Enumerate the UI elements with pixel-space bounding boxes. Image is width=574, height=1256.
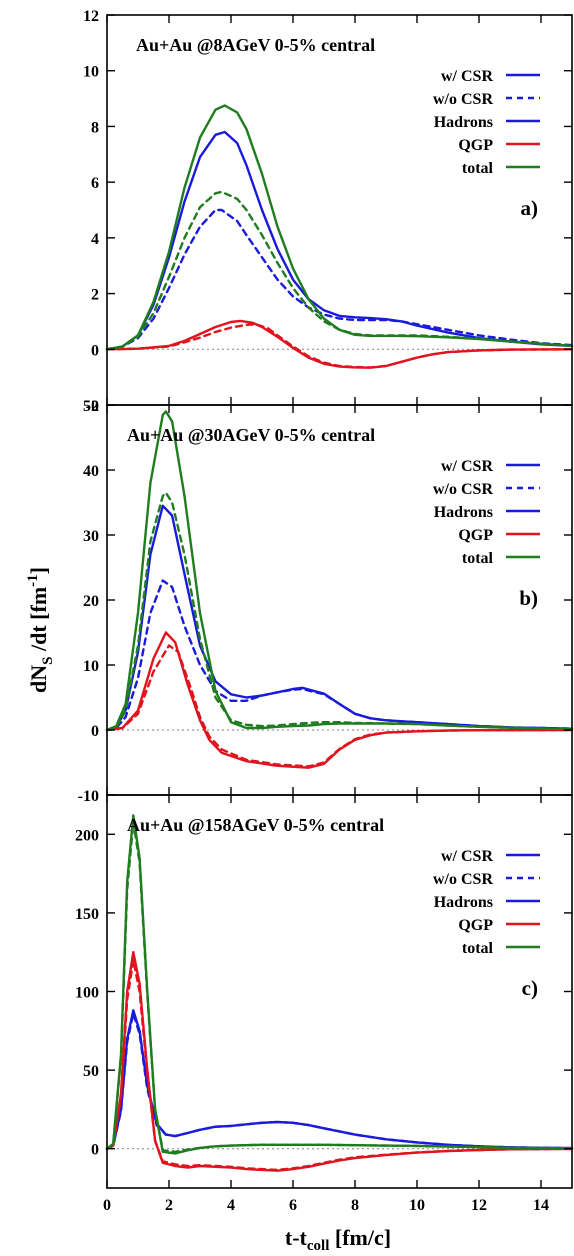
x-tick-label: 0 (103, 1197, 111, 1214)
series-line-hadrons-w-csr (105, 1009, 574, 1150)
panel-title: Au+Au @8AGeV 0-5% central (136, 35, 375, 55)
y-tick-label: 50 (83, 1063, 99, 1080)
legend-label: QGP (458, 917, 493, 934)
series-line-total-wo-csr (105, 491, 574, 732)
y-tick-label: 4 (91, 231, 99, 248)
series-line-qgp-wo-csr (105, 644, 574, 768)
x-tick-label: 6 (289, 1197, 297, 1214)
y-axis-title-main: dN (26, 665, 51, 693)
legend-label: total (462, 940, 494, 957)
y-axis-title-end: ] (26, 567, 51, 574)
x-axis-title-main: t-t (285, 1225, 308, 1250)
x-axis-title-sub: coll (307, 1238, 330, 1251)
panel-label: c) (522, 976, 538, 1000)
x-tick-label: 2 (165, 1197, 173, 1214)
legend-label: QGP (458, 137, 493, 154)
y-tick-label: 8 (91, 119, 99, 136)
x-axis-title-unit: [fm/c] (329, 1225, 391, 1250)
y-tick-label: 10 (83, 658, 99, 675)
series-line-total-w-csr (105, 814, 574, 1155)
series-line-hadrons-wo-csr (105, 579, 574, 732)
y-tick-label: 40 (83, 463, 99, 480)
legend-label: Hadrons (434, 504, 493, 521)
x-tick-label: 12 (471, 1197, 487, 1214)
chart-panel-3: 0 50 100 150 200 0 2 4 6 8 10 12 14 Au+Au @158AGeV 0-… (75, 794, 574, 1214)
legend-label: total (462, 550, 494, 567)
y-tick-label: 50 (83, 398, 99, 415)
series-line-hadrons-wo-csr (105, 1012, 574, 1150)
legend-label: Hadrons (434, 114, 493, 131)
y-tick-label: 0 (91, 342, 99, 359)
y-tick-label: -2 (86, 398, 99, 415)
y-axis-title: dNS /dt [fm-1] (25, 567, 56, 693)
y-tick-label: 30 (83, 528, 99, 545)
y-tick-label: 0 (91, 1142, 99, 1159)
y-tick-label: 6 (91, 175, 99, 192)
chart-panel-2: -10 0 10 20 30 40 50 Au+Au @30AGeV 0-5% central… (78, 398, 574, 805)
plot-frame (106, 14, 573, 406)
y-tick-label: 200 (75, 827, 99, 844)
y-axis-title-sub: S (40, 657, 56, 665)
y-tick-label: 20 (83, 593, 99, 610)
y-tick-label: 100 (75, 985, 99, 1002)
x-tick-label: 10 (409, 1197, 425, 1214)
y-tick-label: 0 (91, 723, 99, 740)
series-line-total-wo-csr (105, 820, 574, 1153)
y-tick-label: 12 (83, 8, 99, 25)
series-line-qgp-w-csr (105, 951, 574, 1172)
series-line-qgp-wo-csr (105, 958, 574, 1172)
y-tick-label: 150 (75, 906, 99, 923)
legend-label: w/o CSR (433, 481, 493, 498)
panel-title: Au+Au @30AGeV 0-5% central (127, 425, 375, 445)
series-line-qgp-wo-csr (105, 323, 574, 369)
x-tick-label: 14 (533, 1197, 549, 1214)
y-axis-title-sup: -1 (25, 574, 41, 587)
series-line-qgp-w-csr (105, 631, 574, 769)
series-line-hadrons-w-csr (105, 504, 574, 732)
panel-label: b) (519, 586, 538, 610)
x-tick-label: 4 (227, 1197, 235, 1214)
y-tick-label: 10 (83, 64, 99, 81)
x-tick-label: 8 (351, 1197, 359, 1214)
series-line-total-w-csr (105, 410, 574, 732)
plot-frame (106, 794, 573, 1189)
legend-label: total (462, 160, 494, 177)
legend-label: w/o CSR (433, 91, 493, 108)
x-axis-title: t-tcoll [fm/c] (285, 1225, 391, 1251)
legend-label: w/ CSR (441, 68, 493, 85)
series-line-hadrons-w-csr (105, 130, 574, 351)
legend-label: QGP (458, 527, 493, 544)
series-line-hadrons-wo-csr (105, 208, 574, 351)
y-tick-label: 2 (91, 287, 99, 304)
legend-label: w/o CSR (433, 871, 493, 888)
panel-title: Au+Au @158AGeV 0-5% central (127, 815, 384, 835)
panel-label: a) (521, 196, 539, 220)
legend-label: Hadrons (434, 894, 493, 911)
legend-label: w/ CSR (441, 848, 493, 865)
series-line-total-wo-csr (105, 190, 574, 351)
legend-label: w/ CSR (441, 458, 493, 475)
y-axis-title-mid: /dt [fm (26, 587, 51, 657)
chart-panel-1: -2 0 2 4 6 8 10 12 Au+Au @8AGeV 0-5% central w/ C… (83, 8, 574, 415)
y-tick-label: -10 (78, 788, 99, 805)
